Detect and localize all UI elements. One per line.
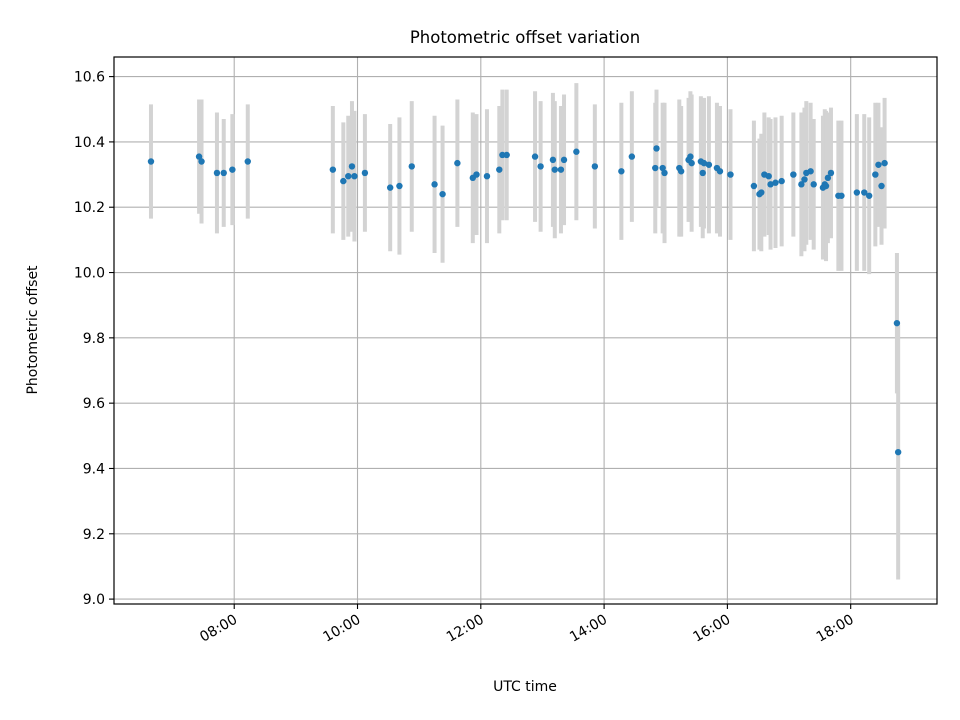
data-point [659,164,666,172]
plot-frame [113,56,938,605]
data-point [750,182,758,190]
data-point [195,153,203,160]
data-point [653,145,660,152]
y-axis-ticks: 9.0 9.2 9.4 9.6 9.8 10.0 10.2 10.4 10.6 [74,70,114,608]
data-point [348,163,356,170]
data-point [551,166,558,173]
y-tick-label: 9.6 [83,396,105,412]
data-point [652,164,659,172]
data-point [810,181,817,188]
data-point [677,168,685,175]
data-point [618,168,625,175]
data-point [213,169,221,177]
y-tick-label: 10.4 [74,135,105,151]
data-point [496,166,503,173]
y-tick-label: 9.4 [83,461,105,477]
data-point [198,158,205,165]
data-point [229,166,236,173]
data-point [431,181,438,188]
data-point [220,169,227,177]
data-point [386,184,394,191]
data-point [765,172,772,180]
data-point [824,174,832,182]
data-points [147,145,902,456]
data-point [340,177,347,185]
data-point [716,168,724,175]
data-point [549,156,557,164]
data-point [439,190,446,198]
data-point [881,159,888,167]
data-point [838,192,845,199]
data-point [345,172,352,180]
data-point [408,163,415,170]
data-point [591,163,599,170]
data-point [790,171,797,178]
y-tick-label: 10.0 [74,266,105,282]
data-point [727,171,734,178]
data-point [894,448,902,456]
data-point [772,179,779,186]
data-point [244,158,251,165]
data-point [557,166,565,173]
data-point [801,176,808,183]
data-point [767,181,774,188]
data-point [531,153,539,160]
data-point [699,169,706,177]
data-point [893,319,901,327]
data-point [537,163,544,170]
y-tick-label: 10.6 [74,70,105,86]
data-point [688,159,695,167]
y-axis-label: Photometric offset [25,265,41,395]
data-point [798,181,805,188]
data-point [483,172,491,180]
y-tick-label: 9.0 [83,592,105,608]
data-point [687,153,694,160]
data-point [473,171,480,178]
x-axis-label: UTC time [493,679,557,695]
data-point [628,153,636,160]
data-point [807,168,814,175]
data-point [454,159,461,167]
chart-title: Photometric offset variation [410,28,640,47]
data-point [758,189,765,196]
data-point [351,172,358,180]
y-tick-label: 10.2 [74,200,105,216]
data-point [861,189,868,196]
data-point [503,151,510,159]
data-point [700,159,708,167]
data-point [822,182,830,190]
data-point [875,161,882,168]
y-tick-label: 9.2 [83,527,105,543]
data-point [396,182,403,190]
data-point [865,192,873,199]
data-point [147,158,155,165]
data-point [778,177,785,185]
data-point [827,169,835,177]
data-point [872,171,879,178]
data-point [705,161,713,168]
data-point [853,189,861,196]
data-point [361,169,369,177]
data-point [573,148,580,155]
data-point [560,156,568,164]
data-point [878,182,885,190]
data-point [329,166,337,173]
y-tick-label: 9.8 [83,331,105,347]
data-point [661,169,668,177]
